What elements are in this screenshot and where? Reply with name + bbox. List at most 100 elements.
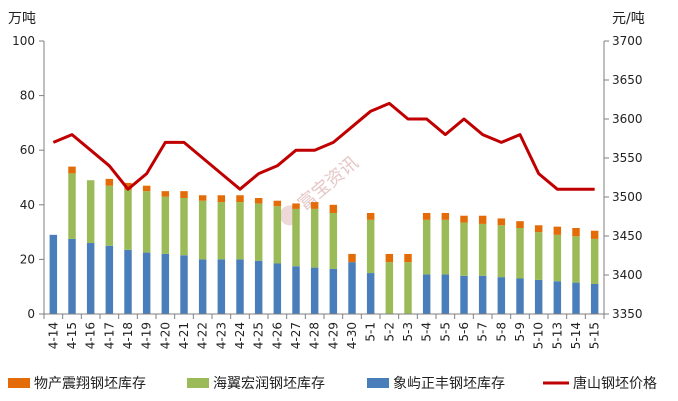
legend-label: 唐山钢坯价格 xyxy=(573,375,657,392)
x-tick-label: 4-23 xyxy=(214,322,228,349)
bar-物产震翔钢坯库存-4-29 xyxy=(329,204,338,213)
bar-海翼宏润钢坯库存-4-15 xyxy=(68,173,76,239)
bar-海翼宏润钢坯库存-4-28 xyxy=(310,208,319,268)
bar-象屿正丰钢坯库存-5-9 xyxy=(516,278,524,314)
x-tick-label: 5-7 xyxy=(476,322,490,342)
bar-物产震翔钢坯库存-5-10 xyxy=(534,225,543,233)
left-tick-label: 100 xyxy=(12,34,35,48)
axes-layer: 0 20 40 60 80 100 3350 3400 3450 3500 3550 3600 3650… xyxy=(12,34,642,349)
x-tick-label: 4-18 xyxy=(121,322,135,349)
x-tick-label: 5-6 xyxy=(457,322,471,342)
right-tick-label: 3450 xyxy=(612,229,643,243)
x-tick-label: 4-15 xyxy=(65,322,79,349)
x-tick-label: 4-28 xyxy=(308,322,322,349)
bar-物产震翔钢坯库存-5-4 xyxy=(422,212,431,220)
legend-swatch xyxy=(8,378,30,388)
bar-象屿正丰钢坯库存-5-4 xyxy=(422,274,431,314)
bar-象屿正丰钢坯库存-4-22 xyxy=(198,259,207,314)
x-tick-label: 5-4 xyxy=(420,322,434,342)
bar-物产震翔钢坯库存-4-15 xyxy=(68,166,76,174)
x-tick-label: 5-1 xyxy=(364,322,378,342)
bar-物产震翔钢坯库存-5-5 xyxy=(441,212,450,220)
bar-物产震翔钢坯库存-5-3 xyxy=(404,253,412,263)
bar-物产震翔钢坯库存-4-19 xyxy=(142,185,151,192)
x-tick-label: 4-20 xyxy=(158,322,172,349)
left-tick-label: 60 xyxy=(20,143,35,157)
x-tick-label: 4-17 xyxy=(102,322,116,349)
right-tick-label: 3650 xyxy=(612,73,643,87)
x-tick-label: 4-25 xyxy=(252,322,266,349)
bar-海翼宏润钢坯库存-5-13 xyxy=(553,234,562,282)
bar-物产震翔钢坯库存-4-21 xyxy=(180,191,188,198)
bar-物产震翔钢坯库存-4-23 xyxy=(217,195,226,203)
x-tick-label: 4-21 xyxy=(177,322,191,349)
legend-swatch xyxy=(367,378,389,388)
right-tick-label: 3700 xyxy=(612,34,643,48)
bar-象屿正丰钢坯库存-5-10 xyxy=(534,279,543,315)
bar-象屿正丰钢坯库存-4-21 xyxy=(180,255,188,314)
bar-海翼宏润钢坯库存-4-17 xyxy=(105,185,114,246)
x-tick-label: 4-27 xyxy=(289,322,303,349)
bar-海翼宏润钢坯库存-5-5 xyxy=(441,219,450,275)
bar-象屿正丰钢坯库存-5-6 xyxy=(460,275,468,314)
right-tick-label: 3550 xyxy=(612,151,643,165)
left-tick-label: 40 xyxy=(20,198,35,212)
bars-layer xyxy=(49,166,599,315)
bar-物产震翔钢坯库存-5-6 xyxy=(460,215,468,223)
bar-海翼宏润钢坯库存-5-1 xyxy=(366,219,375,274)
left-tick-label: 80 xyxy=(20,89,35,103)
bar-海翼宏润钢坯库存-5-2 xyxy=(385,262,394,314)
bar-象屿正丰钢坯库存-4-15 xyxy=(68,238,76,314)
bar-物产震翔钢坯库存-5-13 xyxy=(553,226,562,235)
bar-海翼宏润钢坯库存-4-18 xyxy=(124,189,132,250)
bar-海翼宏润钢坯库存-5-14 xyxy=(572,236,580,283)
x-tick-label: 5-9 xyxy=(513,322,527,342)
x-tick-label: 4-19 xyxy=(140,322,154,349)
bar-海翼宏润钢坯库存-4-22 xyxy=(198,200,207,260)
legend: 物产震翔钢坯库存 海翼宏润钢坯库存 象屿正丰钢坯库存 唐山钢坯价格 xyxy=(8,375,657,392)
bar-象屿正丰钢坯库存-5-8 xyxy=(497,277,506,314)
bar-物产震翔钢坯库存-4-25 xyxy=(254,197,263,204)
bar-海翼宏润钢坯库存-5-10 xyxy=(534,232,543,280)
bar-海翼宏润钢坯库存-4-21 xyxy=(180,197,188,256)
bar-象屿正丰钢坯库存-4-18 xyxy=(124,249,132,314)
line-layer xyxy=(52,101,595,191)
bar-象屿正丰钢坯库存-4-19 xyxy=(142,252,151,314)
legend-label: 物产震翔钢坯库存 xyxy=(34,376,146,392)
bar-海翼宏润钢坯库存-5-9 xyxy=(516,228,524,279)
line-唐山钢坯价格 xyxy=(52,101,595,191)
x-tick-label: 4-29 xyxy=(326,322,340,349)
right-tick-label: 3500 xyxy=(612,190,643,204)
bar-海翼宏润钢坯库存-4-24 xyxy=(236,202,244,260)
bar-象屿正丰钢坯库存-4-16 xyxy=(86,243,95,314)
bar-海翼宏润钢坯库存-4-16 xyxy=(86,180,95,244)
bar-海翼宏润钢坯库存-5-4 xyxy=(422,219,431,275)
bar-物产震翔钢坯库存-4-30 xyxy=(348,253,356,263)
right-axis-unit: 元/吨 xyxy=(612,11,645,27)
bar-象屿正丰钢坯库存-5-5 xyxy=(441,274,450,314)
x-tick-label: 4-30 xyxy=(345,322,359,349)
bar-象屿正丰钢坯库存-5-14 xyxy=(572,282,580,314)
bar-物产震翔钢坯库存-5-8 xyxy=(497,218,506,226)
x-tick-label: 5-15 xyxy=(588,322,602,349)
x-tick-label: 4-22 xyxy=(196,322,210,349)
bar-物产震翔钢坯库存-5-2 xyxy=(385,253,394,263)
x-tick-label: 5-3 xyxy=(401,322,415,342)
bar-物产震翔钢坯库存-5-7 xyxy=(478,215,487,224)
bar-物产震翔钢坯库存-4-18 xyxy=(124,182,132,190)
x-tick-label: 4-24 xyxy=(233,322,247,349)
legend-label: 象屿正丰钢坯库存 xyxy=(393,376,505,392)
bar-物产震翔钢坯库存-4-17 xyxy=(105,178,114,186)
bar-象屿正丰钢坯库存-4-24 xyxy=(236,259,244,314)
left-axis-unit: 万吨 xyxy=(8,11,36,27)
bar-物产震翔钢坯库存-5-1 xyxy=(366,212,375,220)
bar-物产震翔钢坯库存-5-14 xyxy=(572,228,580,237)
bar-海翼宏润钢坯库存-5-6 xyxy=(460,222,468,276)
bar-象屿正丰钢坯库存-5-13 xyxy=(553,281,562,314)
right-tick-label: 3600 xyxy=(612,112,643,126)
bar-物产震翔钢坯库存-4-20 xyxy=(161,191,170,197)
x-tick-label: 5-2 xyxy=(382,322,396,342)
bar-海翼宏润钢坯库存-5-15 xyxy=(590,238,599,284)
legend-swatch xyxy=(187,378,209,388)
